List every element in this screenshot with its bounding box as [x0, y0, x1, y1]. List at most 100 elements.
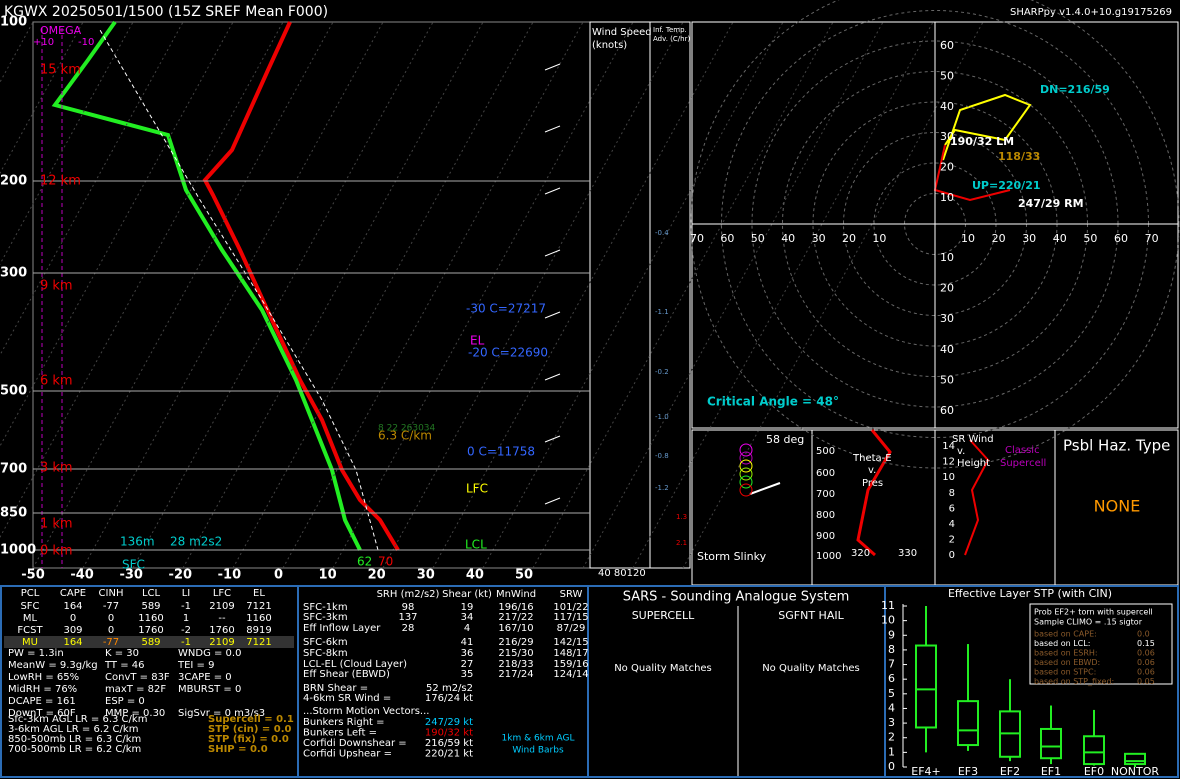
legend-row: based on ESRH: [1034, 649, 1098, 658]
hodo-label: 20 [940, 161, 954, 174]
thermo-cell: 0 [70, 613, 76, 624]
thermo-header: EL [253, 588, 265, 599]
composite: STP (cin) = 0.0 [208, 724, 292, 735]
omega-right: -10 [78, 37, 94, 48]
legend-value: 0.0 [1137, 630, 1150, 639]
isotherm [132, 21, 434, 569]
thermo-index: PW = 1.3in [8, 648, 64, 659]
thermo-index: SigSvr = 0 m3/s3 [178, 708, 265, 719]
sr-wind-height: 4 [949, 519, 955, 530]
omega-title: OMEGA [40, 24, 82, 37]
box [1040, 727, 1062, 760]
skewt-annotation: 0 C=11758 [467, 445, 535, 459]
hazard-value: NONE [1094, 497, 1141, 516]
hodo-label: 30 [812, 232, 826, 245]
thermo-cell: 589 [141, 637, 160, 648]
motion-title: ...Storm Motion Vectors... [303, 706, 429, 717]
theta-e-pres: 700 [816, 489, 835, 500]
stp-ytick: 1 [888, 745, 895, 758]
thermo-cell: 164 [63, 601, 82, 612]
motion-value: 190/32 kt [425, 728, 473, 739]
kin-cell: 19 [461, 602, 474, 613]
thermo-cell: MU [22, 637, 38, 648]
temp-adv-title: Inf. Temp. [653, 26, 687, 34]
hodo-annotation: DN=216/59 [1040, 83, 1110, 96]
hodo-label: 10 [872, 232, 886, 245]
kin-cell: 137 [398, 612, 417, 623]
stp-category: NONTOR [1111, 765, 1159, 778]
wind-barb [544, 249, 561, 257]
hodo-label: 60 [940, 404, 954, 417]
kin-cell: 87/29 [557, 623, 586, 634]
lapse-rate: 850-500mb LR = 6.3 C/km [8, 734, 141, 745]
box [915, 644, 937, 729]
isotherm [282, 21, 584, 569]
stp-ytick: 10 [881, 614, 895, 627]
dewpoint-profile [51, 20, 362, 551]
hodo-trace-low [933, 144, 1011, 202]
height-label: 0 km [40, 544, 73, 559]
hodo-annotation: 247/29 RM [1018, 197, 1084, 210]
motion-label: Corfidi Downshear = [303, 738, 407, 749]
slinky-title: Storm Slinky [697, 550, 767, 563]
thermo-index: MidRH = 76% [8, 684, 77, 695]
stp-legend [1029, 603, 1173, 685]
thermo-index: TEI = 9 [177, 660, 214, 671]
height-label: 12 km [40, 174, 81, 189]
kin-cell: 159/16 [553, 659, 588, 670]
temp-adv-value: -0.8 [655, 452, 669, 460]
barb-note: 1km & 6km AGL [502, 734, 575, 744]
sr-wind-height: 8 [949, 488, 955, 499]
hodo-label: 40 [940, 100, 954, 113]
sr-wind-title: SR Wind [952, 434, 994, 445]
slinky-vector [749, 482, 781, 495]
composite: SHIP = 0.0 [208, 744, 268, 755]
kin-label: SFC-6km [303, 637, 348, 648]
kin-cell: 217/22 [498, 612, 533, 623]
skewt-annotation: EL [470, 334, 485, 348]
stp-ytick: 5 [888, 687, 895, 700]
hodo-annotation: UP=220/21 [972, 179, 1041, 192]
box [1083, 735, 1105, 766]
kin-extra: BRN Shear = [303, 683, 368, 694]
theta-e-title: v. [868, 465, 876, 476]
kin-cell: 215/30 [498, 648, 533, 659]
temp-label: -50 [21, 568, 45, 583]
isotherm [482, 21, 784, 569]
stp-category: EF1 [1041, 765, 1061, 778]
thermo-index: MeanW = 9.3g/kg [8, 660, 98, 671]
motion-label: Corfidi Upshear = [303, 749, 392, 760]
temp-label: -40 [70, 568, 94, 583]
isotherm [82, 21, 384, 569]
kin-label: Eff Inflow Layer [303, 623, 381, 634]
sr-wind-height: 12 [942, 457, 955, 468]
hodo-label: 30 [940, 130, 954, 143]
theta-e-title: Pres [862, 478, 883, 489]
wind-barb [544, 373, 561, 381]
isotherm [682, 21, 984, 569]
wind-barb [544, 435, 561, 443]
theta-e-temp: 320 [851, 548, 870, 559]
thermo-cell: -77 [103, 637, 119, 648]
sr-wind-height: 6 [949, 503, 955, 514]
wind-barb [544, 63, 561, 71]
temp-label: 30 [417, 568, 435, 583]
sars-head: SGFNT HAIL [778, 609, 844, 622]
kin-cell: 4 [464, 623, 470, 634]
hodo-label: 60 [940, 39, 954, 52]
isotherm [0, 21, 234, 448]
stp-ytick: 9 [888, 628, 895, 641]
thermo-index: DownT = 60F [8, 708, 76, 719]
temp-adv-units: Adv. (C/hr) [653, 35, 690, 43]
isotherm [332, 21, 634, 569]
sr-wind-title: Height [957, 458, 990, 469]
theta-e-pres: 600 [816, 468, 835, 479]
wind-barb [544, 497, 561, 505]
hodo-label: 40 [940, 343, 954, 356]
lapse-rate: Sfc-3km AGL LR = 6.3 C/km [8, 714, 147, 725]
stp-ytick: 0 [888, 760, 895, 773]
theta-e-pres: 800 [816, 510, 835, 521]
sars-head: SUPERCELL [632, 609, 695, 622]
isotherm [0, 21, 284, 539]
theta-e-trace [856, 429, 892, 557]
